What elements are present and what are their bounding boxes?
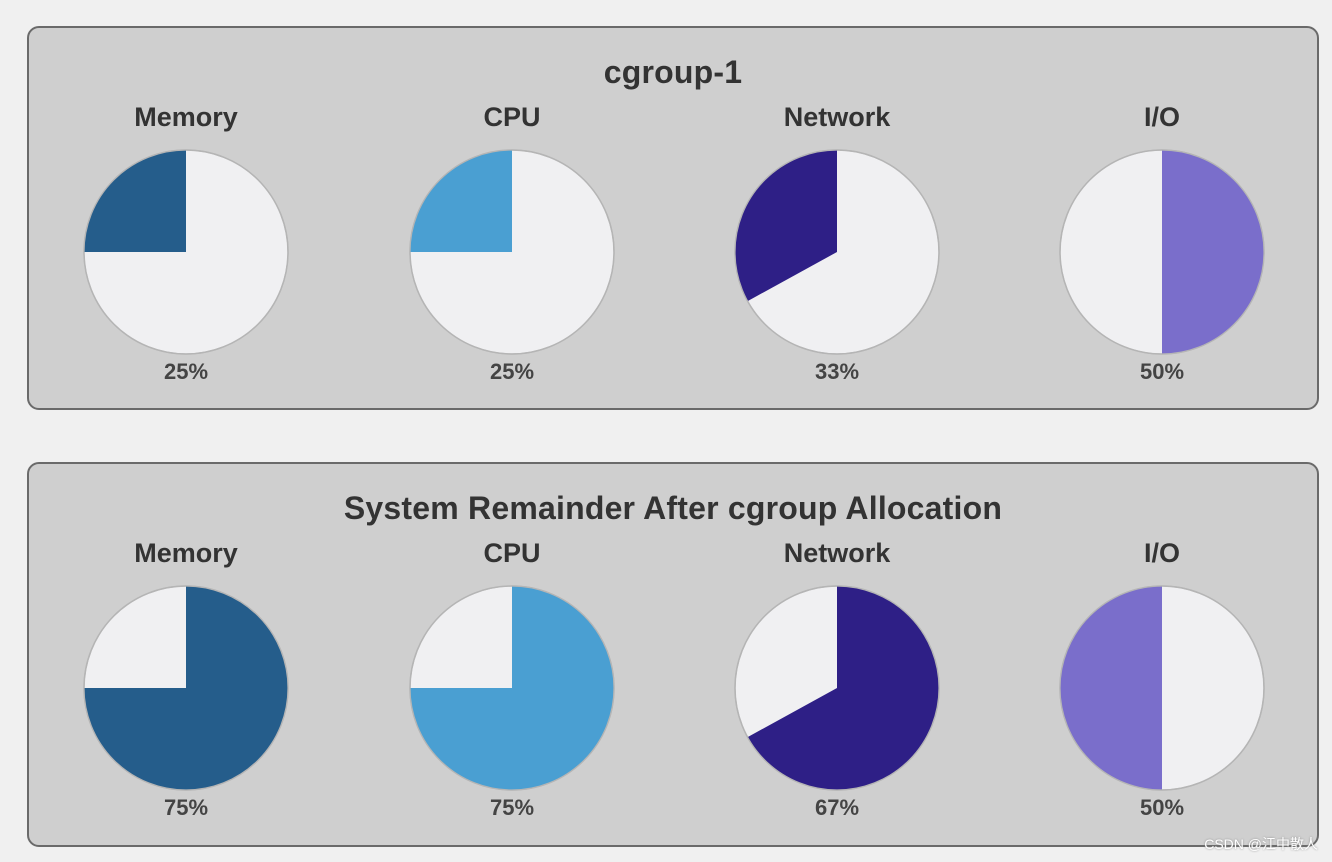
pie-chart <box>1059 149 1265 355</box>
pie-memory: Memory 75% <box>76 538 296 828</box>
pie-io: I/O 50% <box>1052 538 1272 828</box>
pie-value-slice <box>410 586 614 790</box>
pie-chart <box>409 585 615 791</box>
pie-io: I/O 50% <box>1052 102 1272 392</box>
pie-value-slice <box>1162 150 1264 354</box>
pie-cpu: CPU 25% <box>402 102 622 392</box>
pie-label: Network <box>783 102 891 132</box>
pie-percent-label: 75% <box>163 795 209 820</box>
system-remainder-panel: System Remainder After cgroup Allocation… <box>27 462 1319 847</box>
pie-value-slice <box>1060 586 1162 790</box>
pie-value-slice <box>747 586 940 790</box>
pie-label: Memory <box>134 102 238 132</box>
panel-title: cgroup-1 <box>603 54 743 90</box>
pie-label: CPU <box>483 538 541 568</box>
pie-value-slice <box>735 150 837 302</box>
pie-chart <box>409 149 615 355</box>
pie-outline <box>83 149 289 355</box>
pie-percent-label: 67% <box>814 795 860 820</box>
pie-outline <box>734 585 940 791</box>
pie-network: Network 67% <box>727 538 947 828</box>
pie-value-slice <box>84 150 186 252</box>
cgroup-1-panel: cgroup-1 Memory 25% CPU 25% Network 33% … <box>27 26 1319 410</box>
pie-percent-label: 50% <box>1139 795 1185 820</box>
pie-value-slice <box>84 586 288 790</box>
pie-network: Network 33% <box>727 102 947 392</box>
pie-outline <box>1059 585 1265 791</box>
pie-label: CPU <box>483 102 541 132</box>
pie-chart <box>1059 585 1265 791</box>
pie-chart <box>83 149 289 355</box>
pie-label: Memory <box>134 538 238 568</box>
pie-chart <box>83 585 289 791</box>
pie-outline <box>734 149 940 355</box>
pie-chart <box>734 149 940 355</box>
watermark: CSDN @江中散人 <box>1204 836 1318 852</box>
pie-label: I/O <box>1143 538 1180 568</box>
pie-percent-label: 50% <box>1139 359 1185 384</box>
pie-percent-label: 25% <box>489 359 535 384</box>
pie-label: I/O <box>1143 102 1180 132</box>
pie-percent-label: 33% <box>814 359 860 384</box>
pie-outline <box>83 585 289 791</box>
pie-label: Network <box>783 538 891 568</box>
pie-percent-label: 75% <box>489 795 535 820</box>
panel-title: System Remainder After cgroup Allocation <box>343 490 1003 526</box>
pie-memory: Memory 25% <box>76 102 296 392</box>
pie-value-slice <box>410 150 512 252</box>
pie-outline <box>409 585 615 791</box>
pie-chart <box>734 585 940 791</box>
pie-cpu: CPU 75% <box>402 538 622 828</box>
pie-outline <box>1059 149 1265 355</box>
pie-percent-label: 25% <box>163 359 209 384</box>
pie-outline <box>409 149 615 355</box>
